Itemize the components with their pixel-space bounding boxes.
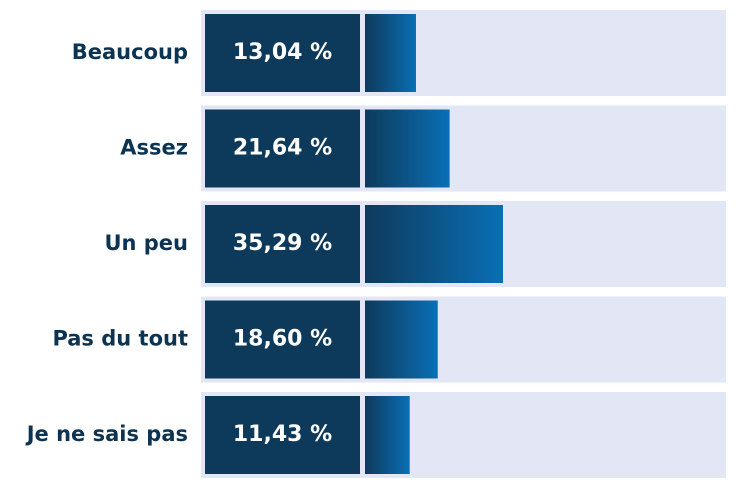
value-label: 35,29 % — [233, 231, 332, 256]
category-label: Beaucoup — [72, 40, 188, 64]
value-box — [205, 300, 360, 379]
bar — [365, 300, 438, 379]
value-label: 18,60 % — [233, 327, 332, 352]
value-label: 11,43 % — [233, 422, 332, 447]
value-box — [205, 205, 360, 283]
bar — [365, 14, 416, 92]
category-label: Pas du tout — [52, 327, 188, 351]
category-label: Assez — [120, 136, 188, 160]
bar — [365, 396, 410, 474]
value-label: 21,64 % — [233, 136, 332, 161]
value-label: 13,04 % — [233, 40, 332, 65]
category-label: Un peu — [104, 231, 188, 255]
value-box — [205, 14, 360, 92]
value-box — [205, 396, 360, 474]
category-label: Je ne sais pas — [25, 422, 188, 446]
value-box — [205, 109, 360, 188]
bar — [365, 109, 450, 188]
bar — [365, 205, 503, 283]
